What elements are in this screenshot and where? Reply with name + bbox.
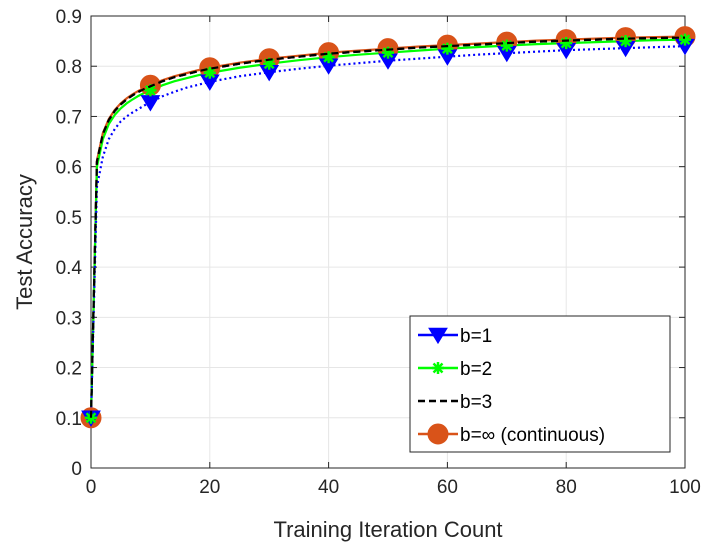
- legend-label: b=3: [460, 392, 492, 413]
- series-2-point: [619, 35, 632, 48]
- legend-label: b=2: [460, 359, 492, 380]
- legend-entry-2: b=2: [418, 359, 492, 380]
- legend-entry-1: b=1: [418, 326, 492, 347]
- series-2: [89, 38, 686, 418]
- y-tick-label: 0.9: [56, 7, 82, 28]
- series-2-point: [441, 42, 454, 55]
- legend-marker: [432, 362, 444, 374]
- y-tick-label: 0.5: [56, 208, 82, 229]
- legend: b=1 b=2 b=3 b=∞ (continuous): [409, 315, 671, 453]
- legend-entry-4: b=∞ (continuous): [418, 423, 605, 446]
- series-2-point-stroke: [442, 43, 453, 55]
- y-tick-label: 0: [71, 459, 82, 480]
- legend-label: b=1: [460, 326, 492, 347]
- legend-box: [409, 315, 671, 453]
- series-2-point-stroke: [145, 84, 156, 96]
- legend-marker-stroke: [432, 362, 444, 374]
- x-axis-label: Training Iteration Count: [273, 517, 502, 542]
- series-1-markers: [81, 38, 695, 427]
- legend-label: b=∞ (continuous): [460, 425, 605, 446]
- series-2-point: [679, 33, 691, 46]
- x-tick-label: 40: [318, 477, 339, 498]
- series-1: [89, 45, 686, 418]
- y-tick-label: 0.2: [56, 359, 82, 380]
- y-tick-label: 0.3: [56, 308, 82, 329]
- series-2-point-stroke: [560, 37, 572, 49]
- plot-frame: [90, 15, 686, 469]
- legend-marker: [428, 327, 448, 345]
- y-tick-label: 0.4: [56, 258, 83, 279]
- y-axis-label: Test Accuracy: [12, 174, 37, 310]
- series-layer: [80, 26, 696, 429]
- x-tick-label: 0: [86, 477, 97, 498]
- y-tick-label: 0.1: [56, 409, 82, 430]
- axis-ticks: 0 20 40 60 80 100 0 0.1 0.2 0.3 0.4 0.5 0.6 0.7 0.8 0.9: [56, 7, 701, 498]
- series-2-markers: [85, 33, 691, 424]
- series-2-point-stroke: [679, 34, 691, 45]
- x-tick-label: 100: [669, 477, 701, 498]
- y-tick-label: 0.6: [56, 158, 82, 179]
- series-1-line: [89, 45, 686, 418]
- series-2-point: [500, 39, 513, 52]
- series-2-point-stroke: [204, 67, 216, 79]
- series-3-line-overlay: [89, 36, 686, 418]
- legend-entry-3: b=3: [418, 392, 492, 413]
- x-tick-label: 80: [556, 477, 577, 498]
- series-2-line: [89, 38, 686, 418]
- y-tick-label: 0.8: [56, 57, 82, 78]
- x-tick-label: 60: [437, 477, 458, 498]
- x-tick-label: 20: [199, 477, 220, 498]
- series-2-point: [560, 37, 573, 50]
- legend-marker: [427, 423, 449, 445]
- series-2-point-stroke: [263, 58, 275, 70]
- y-tick-label: 0.7: [56, 107, 82, 128]
